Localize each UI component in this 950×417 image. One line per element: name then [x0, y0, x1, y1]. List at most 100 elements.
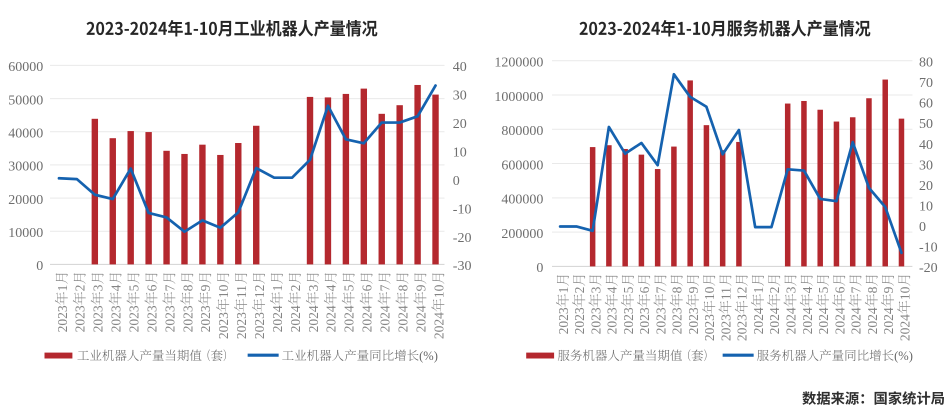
svg-text:2: 2	[73, 285, 88, 292]
svg-text:-30: -30	[453, 259, 472, 274]
svg-text:800000: 800000	[501, 124, 543, 139]
svg-text:5: 5	[621, 286, 636, 293]
svg-text:0: 0	[536, 261, 543, 276]
svg-text:4: 4	[324, 284, 339, 291]
svg-text:2023: 2023	[572, 307, 587, 334]
svg-text:10: 10	[897, 286, 912, 300]
svg-text:5: 5	[342, 284, 357, 291]
svg-text:2023: 2023	[198, 305, 213, 332]
svg-text:8: 8	[395, 284, 410, 291]
svg-text:8: 8	[670, 286, 685, 293]
svg-text:20: 20	[919, 179, 933, 194]
svg-text:2023: 2023	[637, 307, 652, 334]
svg-text:5: 5	[126, 284, 141, 291]
svg-text:2024: 2024	[413, 305, 428, 332]
svg-text:2024: 2024	[360, 305, 375, 332]
svg-text:2023: 2023	[718, 314, 733, 341]
svg-text:3: 3	[91, 284, 106, 291]
svg-text:40: 40	[453, 60, 467, 75]
svg-text:2024: 2024	[783, 307, 798, 334]
svg-text:3: 3	[783, 286, 798, 293]
svg-text:8: 8	[180, 284, 195, 291]
svg-text:2023: 2023	[234, 312, 249, 339]
svg-text:2023: 2023	[144, 305, 159, 332]
svg-text:7: 7	[378, 284, 393, 291]
svg-text:4: 4	[109, 284, 124, 291]
svg-text:2023: 2023	[216, 312, 231, 339]
svg-text:2023: 2023	[621, 307, 636, 334]
svg-text:-10: -10	[453, 202, 472, 217]
svg-text:0: 0	[919, 220, 926, 235]
svg-text:2024: 2024	[881, 307, 896, 334]
svg-text:2024: 2024	[832, 307, 847, 334]
svg-text:3: 3	[306, 284, 321, 291]
svg-text:0: 0	[453, 174, 460, 189]
svg-text:2: 2	[572, 287, 587, 294]
svg-text:400000: 400000	[501, 193, 543, 208]
svg-text:2024: 2024	[849, 307, 864, 334]
svg-text:600000: 600000	[501, 158, 543, 173]
svg-text:2024: 2024	[288, 305, 303, 332]
svg-text:7: 7	[849, 286, 864, 293]
svg-text:20000: 20000	[8, 193, 43, 208]
svg-text:2023: 2023	[588, 307, 603, 334]
svg-text:8: 8	[865, 286, 880, 293]
svg-text:9: 9	[686, 286, 701, 293]
svg-text:9: 9	[881, 286, 896, 293]
svg-text:1200000: 1200000	[494, 56, 543, 71]
svg-text:2024: 2024	[306, 305, 321, 332]
svg-text:9: 9	[198, 284, 213, 291]
svg-text:2024: 2024	[751, 307, 766, 334]
svg-text:2024: 2024	[816, 307, 831, 334]
svg-text:2023: 2023	[252, 312, 267, 339]
svg-text:4: 4	[800, 286, 815, 293]
svg-text:2023: 2023	[73, 305, 88, 332]
svg-text:2024: 2024	[800, 307, 815, 334]
svg-text:10: 10	[431, 284, 446, 298]
svg-text:7: 7	[653, 286, 668, 293]
svg-text:2024: 2024	[395, 305, 410, 332]
svg-text:30: 30	[919, 158, 933, 173]
svg-text:30000: 30000	[8, 160, 43, 175]
svg-text:-20: -20	[453, 231, 472, 246]
svg-text:0: 0	[36, 259, 43, 274]
svg-text:1: 1	[751, 287, 766, 294]
svg-text:2023: 2023	[180, 305, 195, 332]
svg-text:2023: 2023	[162, 305, 177, 332]
svg-text:10000: 10000	[8, 226, 43, 241]
svg-text:11: 11	[718, 287, 733, 300]
svg-text:2023: 2023	[91, 305, 106, 332]
svg-text:2: 2	[288, 285, 303, 292]
svg-text:2024: 2024	[767, 307, 782, 334]
svg-text:2024: 2024	[324, 305, 339, 332]
svg-text:(%): (%)	[894, 349, 913, 363]
svg-text:6: 6	[637, 286, 652, 293]
svg-text:2023: 2023	[702, 314, 717, 341]
svg-text:2024: 2024	[431, 312, 446, 339]
svg-text:(%): (%)	[419, 349, 438, 363]
svg-text:60000: 60000	[8, 60, 43, 75]
svg-text:6: 6	[832, 286, 847, 293]
svg-text:2023: 2023	[126, 305, 141, 332]
svg-text:2023: 2023	[605, 307, 620, 334]
svg-text:2023: 2023	[735, 314, 750, 341]
svg-text:9: 9	[413, 284, 428, 291]
svg-text:2: 2	[767, 287, 782, 294]
svg-text:2024: 2024	[270, 305, 285, 332]
svg-text:2024: 2024	[897, 314, 912, 341]
svg-text:12: 12	[252, 285, 267, 299]
svg-text:1: 1	[55, 285, 70, 292]
svg-text:-10: -10	[919, 241, 938, 256]
svg-text:1: 1	[270, 285, 285, 292]
svg-text:3: 3	[588, 286, 603, 293]
svg-text:6: 6	[144, 284, 159, 291]
svg-text:2023: 2023	[556, 307, 571, 334]
svg-text:10: 10	[216, 284, 231, 298]
svg-text:200000: 200000	[501, 227, 543, 242]
svg-text:1: 1	[556, 287, 571, 294]
svg-text:6: 6	[360, 284, 375, 291]
svg-text:40: 40	[919, 138, 933, 153]
svg-text:7: 7	[162, 284, 177, 291]
svg-text:2023: 2023	[55, 305, 70, 332]
svg-text:5: 5	[816, 286, 831, 293]
